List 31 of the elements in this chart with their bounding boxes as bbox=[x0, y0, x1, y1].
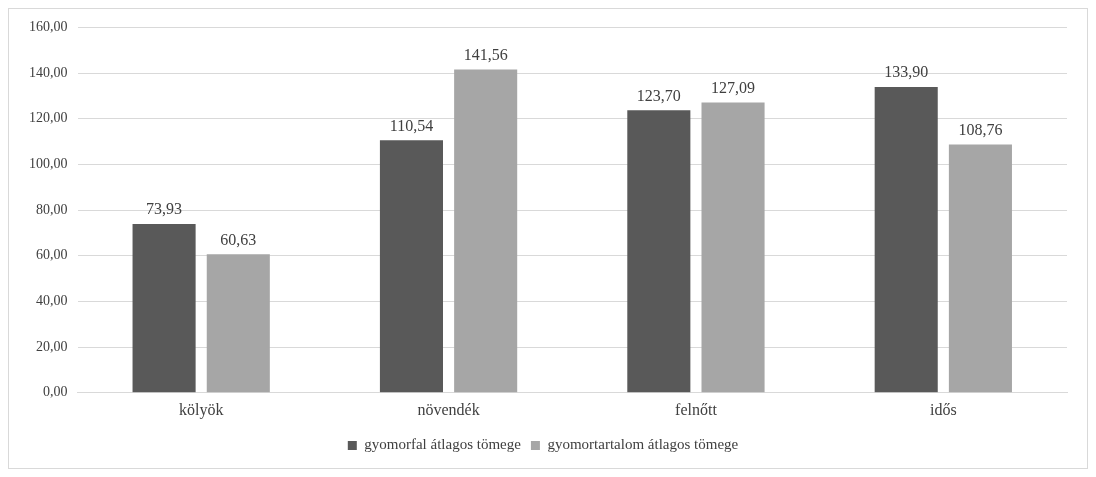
x-tick-label: idős bbox=[929, 400, 957, 418]
bar bbox=[454, 69, 518, 393]
x-tick-label: növendék bbox=[417, 400, 480, 418]
x-tick-label: felnőtt bbox=[675, 400, 718, 418]
y-tick-label: 160,00 bbox=[29, 19, 68, 35]
y-tick-label: 140,00 bbox=[29, 64, 68, 80]
legend-label: gyomorfal átlagos tömege bbox=[364, 436, 522, 453]
bar bbox=[132, 223, 196, 393]
data-label: 133,90 bbox=[884, 63, 929, 81]
y-tick-label: 100,00 bbox=[29, 156, 68, 172]
data-label: 60,63 bbox=[220, 230, 257, 248]
y-tick-label: 120,00 bbox=[29, 110, 68, 126]
bar bbox=[701, 102, 765, 393]
bar bbox=[948, 144, 1012, 393]
y-tick-label: 60,00 bbox=[36, 247, 68, 263]
bar bbox=[379, 140, 443, 393]
y-tick-label: 40,00 bbox=[36, 293, 68, 309]
y-tick-label: 0,00 bbox=[43, 384, 68, 400]
bar bbox=[874, 87, 938, 393]
data-label: 108,76 bbox=[958, 120, 1003, 138]
data-label: 141,56 bbox=[463, 45, 508, 63]
legend-label: gyomortartalom átlagos tömege bbox=[547, 436, 739, 453]
y-tick-label: 20,00 bbox=[36, 338, 68, 354]
y-tick-label: 80,00 bbox=[36, 201, 68, 217]
data-label: 73,93 bbox=[146, 200, 183, 218]
data-label: 127,09 bbox=[711, 78, 756, 96]
bar bbox=[206, 254, 270, 393]
data-label: 110,54 bbox=[389, 116, 434, 134]
x-tick-label: kölyök bbox=[178, 400, 224, 419]
data-label: 123,70 bbox=[636, 86, 681, 104]
bar bbox=[627, 110, 691, 393]
